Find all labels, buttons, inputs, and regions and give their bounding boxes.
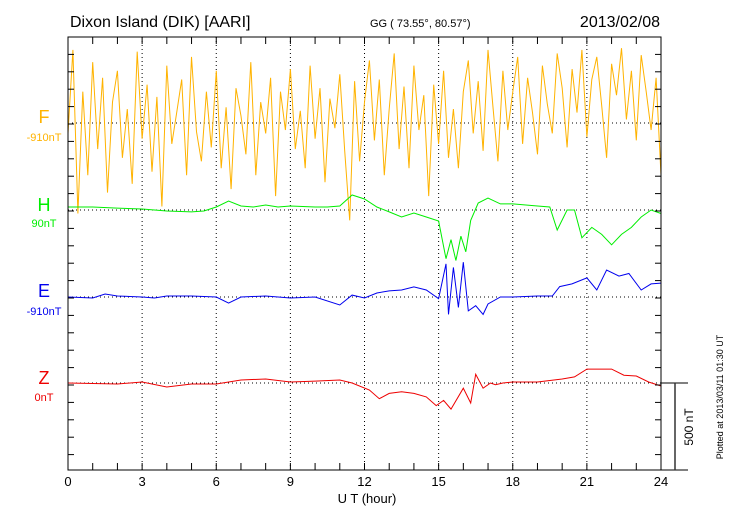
x-tick-label: 12 [357, 474, 371, 489]
series-h-baseline-value: 90nT [31, 218, 56, 230]
series-z-label: Z [39, 368, 50, 388]
series-e-baseline-value: -910nT [27, 306, 62, 318]
series-f-line [67, 48, 662, 221]
series-h-line [68, 194, 662, 261]
scale-bar: 500 nT [661, 382, 696, 471]
x-tick-label: 15 [431, 474, 445, 489]
series-z-line [67, 368, 662, 410]
series-f-label: F [39, 107, 50, 127]
plotted-timestamp: Plotted at 2013/03/11 01:30 UT [715, 334, 725, 459]
series-f-baseline-value: -910nT [27, 132, 62, 144]
series-e-label: E [38, 281, 50, 301]
x-tick-label: 24 [654, 474, 668, 489]
x-tick-label: 6 [213, 474, 220, 489]
series-z-baseline-value: 0nT [35, 392, 54, 404]
x-tick-label: 18 [506, 474, 520, 489]
x-tick-label: 9 [287, 474, 294, 489]
x-tick-label: 21 [580, 474, 594, 489]
series-h-label: H [38, 195, 51, 215]
date: 2013/02/08 [580, 14, 660, 31]
series-e-line [67, 262, 662, 316]
station-title: Dixon Island (DIK) [AARI] [70, 14, 251, 31]
x-tick-label: 3 [139, 474, 146, 489]
x-tick-label: 0 [64, 474, 71, 489]
scale-bar-label: 500 nT [682, 408, 696, 446]
x-axis-label: U T (hour) [338, 491, 397, 506]
coordinates: GG ( 73.55°, 80.57°) [370, 18, 471, 30]
